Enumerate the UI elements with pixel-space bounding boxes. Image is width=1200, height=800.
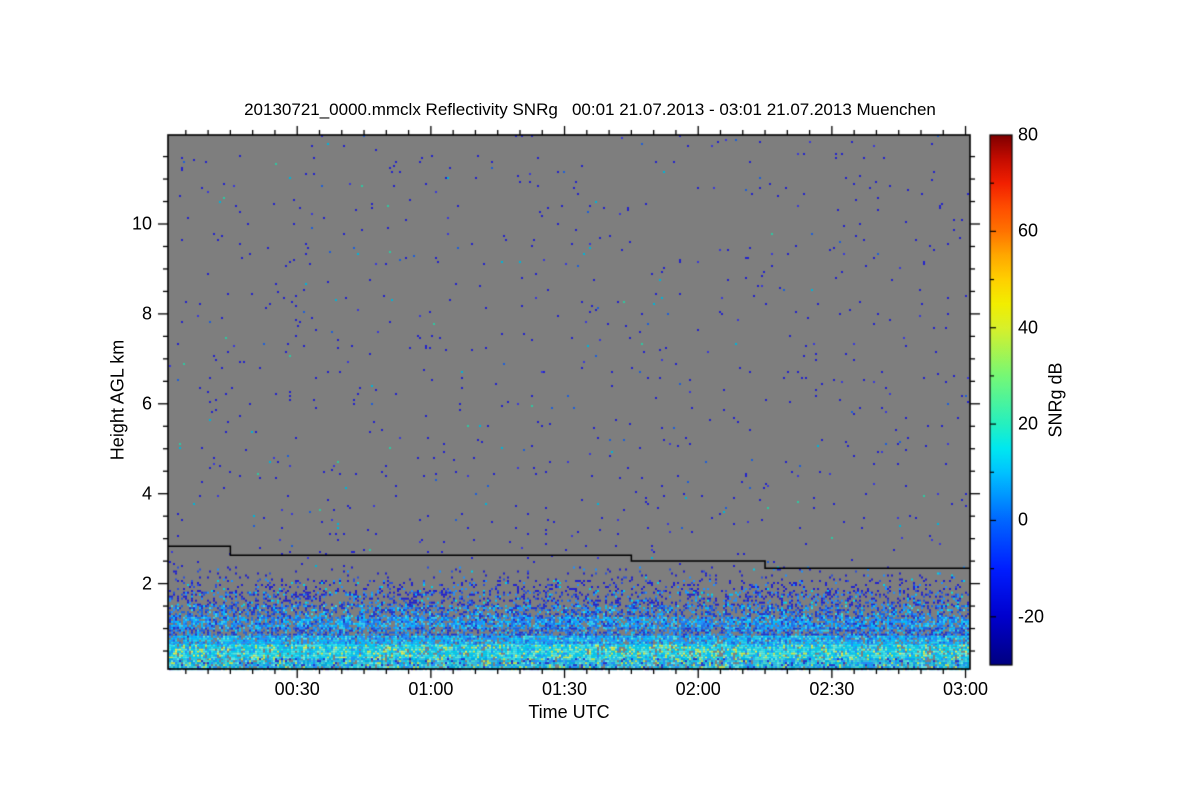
- colorbar-tick-label: 40: [1018, 317, 1039, 338]
- x-tick-label: 02:00: [675, 679, 721, 699]
- x-tick-label: 03:00: [943, 679, 989, 699]
- colorbar-tick-label: 80: [1018, 124, 1039, 145]
- colorbar-tick-label: 60: [1018, 220, 1039, 241]
- colorbar-tick-label: -20: [1018, 606, 1045, 627]
- y-tick-label: 8: [141, 303, 152, 324]
- x-tick-label: 02:30: [809, 679, 855, 699]
- x-tick-label: 00:30: [274, 679, 320, 699]
- x-tick-label: 01:30: [542, 679, 588, 699]
- colorbar-tick-label: 0: [1018, 509, 1029, 530]
- colorbar-label: SNRg dB: [1045, 362, 1066, 438]
- y-tick-label: 4: [141, 483, 152, 504]
- colorbar-tick-label: 20: [1018, 413, 1039, 434]
- x-axis-label: Time UTC: [528, 702, 610, 722]
- y-tick-label: 10: [131, 213, 152, 234]
- x-tick-label: 01:00: [408, 679, 454, 699]
- y-tick-label: 6: [141, 393, 152, 414]
- y-tick-label: 2: [141, 573, 152, 594]
- plot-title: 20130721_0000.mmclx Reflectivity SNRg 00…: [244, 100, 936, 119]
